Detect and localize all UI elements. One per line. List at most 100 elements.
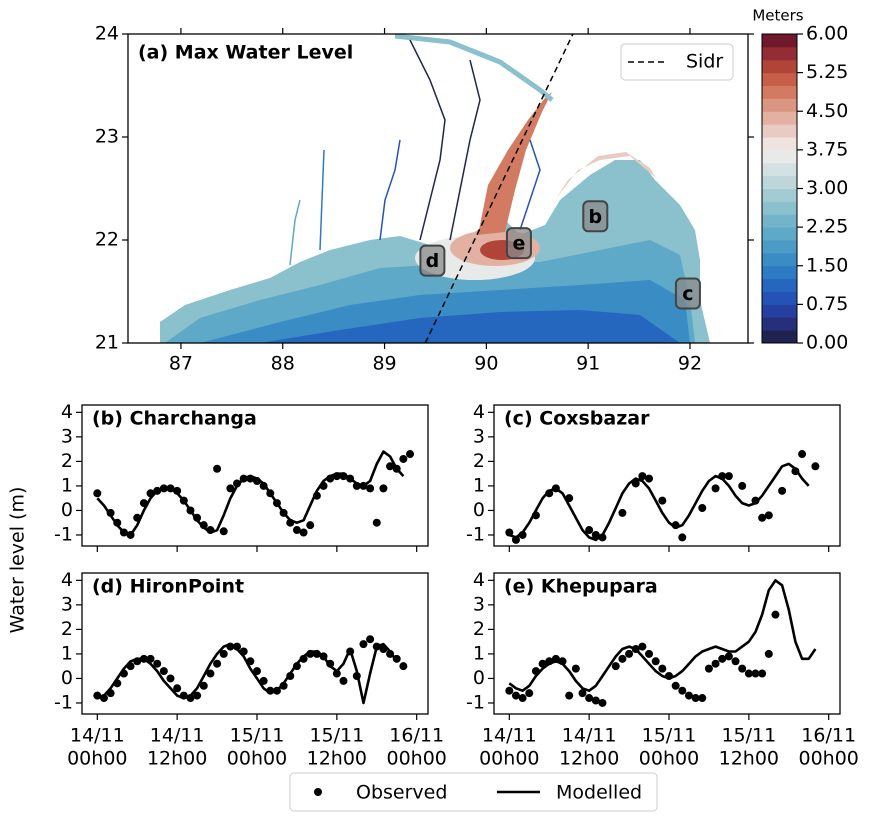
colorbar-band: [762, 72, 797, 86]
x-tick-label: 12h00: [719, 748, 779, 770]
observed-point: [798, 450, 807, 459]
observed-point: [645, 474, 654, 483]
panel-title: (d) HironPoint: [92, 576, 244, 598]
y-tick-label: 4: [61, 401, 73, 423]
colorbar-tick-label: 2.25: [806, 216, 848, 238]
observed-point: [598, 698, 607, 707]
observed-point: [638, 472, 647, 481]
observed-point: [771, 610, 780, 619]
y-tick-label: 3: [61, 425, 73, 447]
observed-point: [518, 694, 527, 703]
x-tick-label: 89: [372, 353, 396, 375]
observed-point: [153, 659, 162, 668]
observed-point: [571, 664, 580, 673]
observed-point: [698, 503, 707, 512]
observed-point: [625, 649, 634, 658]
station-box: [505, 227, 532, 260]
axes-frame: [81, 404, 429, 547]
colorbar-tick-label: 4.50: [806, 100, 848, 122]
station-label: c: [682, 283, 693, 305]
observed-point: [758, 513, 767, 522]
observed-point: [711, 484, 720, 493]
observed-point: [386, 462, 395, 471]
observed-point: [166, 674, 175, 683]
panel-title: (c) Coxsbazar: [504, 408, 650, 430]
colorbar-tick-label: 3.00: [806, 177, 848, 199]
x-tick-label: 15/11: [721, 725, 776, 747]
observed-point: [678, 686, 687, 695]
panel-title: (b) Charchanga: [92, 408, 257, 430]
station-box: [582, 200, 609, 233]
axes-frame: [493, 572, 841, 715]
colorbar-band: [762, 175, 797, 189]
x-tick-label: 12h00: [147, 748, 207, 770]
axes-frame: [127, 33, 749, 344]
colorbar-band: [762, 85, 797, 99]
map-title: (a) Max Water Level: [138, 42, 353, 64]
observed-point: [213, 464, 222, 473]
y-tick-label: 0: [61, 667, 73, 689]
x-tick-label: 00h00: [479, 748, 539, 770]
x-tick-label: 12h00: [559, 748, 619, 770]
colorbar-tick-label: 5.25: [806, 61, 848, 83]
observed-point: [718, 654, 727, 663]
observed-point: [366, 635, 375, 644]
observed-point: [159, 667, 168, 676]
observed-point: [638, 642, 647, 651]
panel-title: (e) Khepupara: [504, 576, 658, 598]
observed-point: [565, 691, 574, 700]
observed-point: [618, 654, 627, 663]
observed-point: [399, 662, 408, 671]
modelled-line: [96, 642, 398, 705]
y-tick-label: 24: [95, 23, 119, 45]
y-tick-label: 4: [473, 569, 485, 591]
x-tick-label: 00h00: [798, 748, 858, 770]
observed-point: [93, 489, 102, 498]
river: [394, 34, 554, 102]
observed-point: [359, 640, 368, 649]
observed-point: [585, 694, 594, 703]
colorbar-tick-label: 0.75: [806, 293, 848, 315]
station-label: e: [512, 233, 525, 255]
colorbar-band: [762, 137, 797, 151]
y-tick-label: 23: [95, 126, 119, 148]
observed-point: [511, 691, 520, 700]
observed-point: [219, 527, 228, 536]
observed-point: [332, 669, 341, 678]
y-tick-label: 3: [61, 593, 73, 615]
observed-point: [379, 484, 388, 493]
observed-point: [193, 691, 202, 700]
legend-box: [289, 772, 658, 812]
x-tick-label: 00h00: [227, 748, 287, 770]
modelled-line: [508, 462, 810, 542]
observed-point: [173, 684, 182, 693]
colorbar-band: [762, 124, 797, 138]
observed-point: [525, 689, 534, 698]
y-tick-label: 2: [473, 618, 485, 640]
observed-point: [731, 657, 740, 666]
observed-point: [778, 486, 787, 495]
observed-point: [372, 518, 381, 527]
y-tick-label: 4: [473, 401, 485, 423]
x-tick-label: 90: [474, 353, 498, 375]
observed-point: [406, 450, 415, 459]
river: [379, 139, 401, 241]
observed-point: [206, 669, 215, 678]
observed-point: [645, 649, 654, 658]
observed-point: [259, 676, 268, 685]
x-tick-label: 15/11: [230, 725, 285, 747]
station-box: [674, 277, 701, 310]
colorbar-band: [762, 46, 797, 61]
observed-point: [724, 472, 733, 481]
x-tick-label: 15/11: [309, 725, 364, 747]
colorbar-band: [762, 188, 797, 202]
colorbar-band: [762, 227, 797, 241]
y-tick-label: 1: [473, 474, 485, 496]
estuary: [478, 92, 552, 235]
observed-point: [764, 649, 773, 658]
observed-point: [618, 508, 627, 517]
y-tick-label: 2: [61, 618, 73, 640]
y-tick-label: 3: [473, 593, 485, 615]
observed-point: [585, 526, 594, 535]
